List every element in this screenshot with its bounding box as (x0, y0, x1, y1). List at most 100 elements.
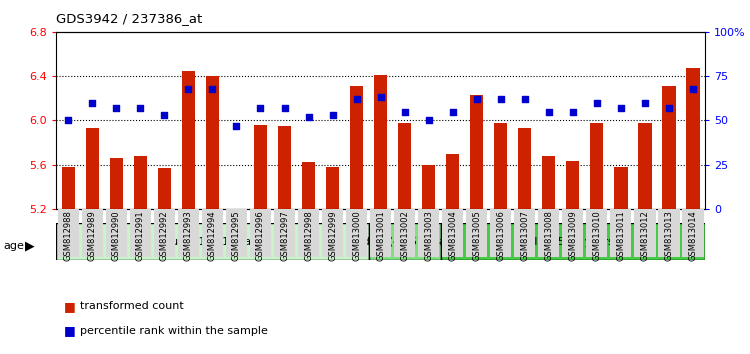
Bar (322, 209, 344, 257)
Bar (278, 126, 291, 209)
Bar (374, 75, 387, 209)
Bar (346, 209, 368, 257)
Text: GSM813000: GSM813000 (352, 210, 361, 261)
Bar (298, 209, 319, 257)
Bar (274, 209, 295, 257)
Bar (178, 209, 199, 257)
Bar (368, 223, 441, 260)
Text: GSM812994: GSM812994 (208, 210, 217, 261)
Point (495, 96, 507, 102)
Text: GDS3942 / 237386_at: GDS3942 / 237386_at (56, 12, 202, 25)
Bar (254, 125, 267, 209)
Bar (614, 167, 628, 209)
Bar (158, 168, 171, 209)
Bar (154, 209, 175, 257)
Text: GSM812990: GSM812990 (112, 210, 121, 261)
Point (254, 105, 266, 111)
Text: GSM813007: GSM813007 (520, 210, 530, 261)
Point (399, 109, 411, 114)
Bar (58, 209, 79, 257)
Bar (566, 161, 580, 209)
Text: GSM812989: GSM812989 (88, 210, 97, 261)
Point (350, 96, 362, 102)
Bar (398, 122, 411, 209)
Text: GSM813003: GSM813003 (424, 210, 433, 261)
Text: GSM813012: GSM813012 (640, 210, 650, 261)
Point (62, 118, 74, 123)
Point (543, 109, 555, 114)
Text: GSM813002: GSM813002 (400, 210, 410, 261)
Bar (250, 209, 271, 257)
Text: GSM813010: GSM813010 (592, 210, 602, 261)
Bar (422, 165, 435, 209)
Point (519, 96, 531, 102)
Text: GSM813013: GSM813013 (664, 210, 674, 261)
Bar (202, 209, 223, 257)
Point (302, 114, 314, 120)
Bar (470, 95, 483, 209)
Bar (634, 209, 656, 257)
Point (567, 109, 579, 114)
Point (374, 95, 387, 100)
Point (591, 100, 603, 105)
Bar (682, 209, 703, 257)
Bar (226, 209, 247, 257)
Text: GSM812999: GSM812999 (328, 210, 337, 261)
Bar (446, 154, 459, 209)
Bar (182, 70, 195, 209)
Text: GSM812993: GSM812993 (184, 210, 193, 261)
Bar (350, 86, 363, 209)
Text: GSM812996: GSM812996 (256, 210, 265, 261)
Bar (134, 156, 147, 209)
Text: ■: ■ (64, 325, 76, 337)
Bar (658, 209, 680, 257)
Bar (206, 76, 219, 209)
Text: GSM813004: GSM813004 (448, 210, 458, 261)
Text: GSM813008: GSM813008 (544, 210, 554, 261)
Point (230, 123, 242, 129)
Bar (302, 162, 315, 209)
Bar (662, 86, 676, 209)
Bar (490, 209, 512, 257)
Text: GSM813011: GSM813011 (616, 210, 626, 261)
Text: ■: ■ (64, 300, 76, 313)
Bar (518, 128, 532, 209)
Point (86, 100, 98, 105)
Text: young (19-31 years): young (19-31 years) (160, 236, 266, 247)
Text: GSM812988: GSM812988 (64, 210, 73, 261)
Bar (610, 209, 632, 257)
Bar (514, 209, 535, 257)
Text: percentile rank within the sample: percentile rank within the sample (80, 326, 268, 336)
Point (134, 105, 146, 111)
Point (447, 109, 459, 114)
Bar (106, 209, 127, 257)
Bar (62, 167, 75, 209)
Bar (562, 209, 584, 257)
Text: GSM813001: GSM813001 (376, 210, 386, 261)
Point (423, 118, 435, 123)
Bar (394, 209, 416, 257)
Text: GSM812992: GSM812992 (160, 210, 169, 261)
Bar (442, 209, 464, 257)
Text: transformed count: transformed count (80, 301, 184, 311)
Text: GSM812991: GSM812991 (136, 210, 145, 261)
Point (158, 112, 170, 118)
Text: GSM812997: GSM812997 (280, 210, 289, 261)
Bar (86, 128, 99, 209)
Text: old (65-84 years): old (65-84 years) (528, 236, 617, 247)
Bar (441, 223, 705, 260)
Point (326, 112, 338, 118)
Bar (494, 122, 507, 209)
Bar (538, 209, 560, 257)
Point (110, 105, 122, 111)
Text: middle (42-61 years): middle (42-61 years) (350, 236, 459, 247)
Point (471, 96, 483, 102)
Bar (326, 167, 339, 209)
Point (687, 86, 699, 91)
Bar (638, 122, 652, 209)
Point (663, 105, 675, 111)
Bar (82, 209, 103, 257)
Bar (56, 223, 368, 260)
Bar (586, 209, 608, 257)
Text: age: age (4, 241, 25, 251)
